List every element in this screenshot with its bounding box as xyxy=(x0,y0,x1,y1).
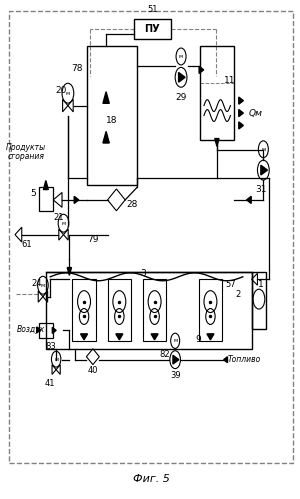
Text: ПУ: ПУ xyxy=(144,23,160,33)
Text: Qм: Qм xyxy=(249,109,262,118)
Text: 78: 78 xyxy=(71,64,82,73)
Polygon shape xyxy=(80,334,88,340)
Text: Топливо: Топливо xyxy=(228,355,261,364)
Polygon shape xyxy=(173,355,179,364)
Bar xyxy=(143,279,166,341)
Text: 40: 40 xyxy=(88,366,98,375)
Polygon shape xyxy=(103,131,109,143)
Text: Фиг. 5: Фиг. 5 xyxy=(133,474,170,484)
Text: 83: 83 xyxy=(45,342,56,351)
Text: 51: 51 xyxy=(147,5,158,14)
Polygon shape xyxy=(52,327,56,333)
Text: Воздух: Воздух xyxy=(16,325,45,334)
Bar xyxy=(108,279,131,341)
Text: 29: 29 xyxy=(176,93,187,102)
Polygon shape xyxy=(239,122,243,129)
Bar xyxy=(72,279,96,341)
Bar xyxy=(39,323,53,338)
Polygon shape xyxy=(261,165,268,175)
Polygon shape xyxy=(224,357,227,363)
Text: 11: 11 xyxy=(224,76,235,85)
Text: м: м xyxy=(54,357,58,362)
Polygon shape xyxy=(247,196,251,204)
Polygon shape xyxy=(37,327,41,333)
Text: Продукты: Продукты xyxy=(6,143,46,152)
Text: 41: 41 xyxy=(45,379,56,388)
Text: 5: 5 xyxy=(31,190,36,199)
Text: 9: 9 xyxy=(196,335,202,344)
Text: 20: 20 xyxy=(55,86,66,95)
Text: м: м xyxy=(66,91,70,96)
Text: м: м xyxy=(173,338,177,343)
Bar xyxy=(252,272,266,329)
Polygon shape xyxy=(215,139,219,146)
Polygon shape xyxy=(74,196,79,204)
Bar xyxy=(134,19,171,38)
Text: м: м xyxy=(41,283,45,288)
Text: 18: 18 xyxy=(106,116,118,125)
Text: м: м xyxy=(61,221,66,226)
Bar xyxy=(87,46,137,185)
Text: 61: 61 xyxy=(21,240,32,249)
Polygon shape xyxy=(207,334,214,340)
Polygon shape xyxy=(178,72,185,82)
Polygon shape xyxy=(116,334,123,340)
Text: 79: 79 xyxy=(87,235,99,244)
Text: 1: 1 xyxy=(257,280,263,289)
Text: 3: 3 xyxy=(140,269,146,278)
Text: 57: 57 xyxy=(226,280,236,289)
Text: 24: 24 xyxy=(31,279,42,288)
Bar xyxy=(38,188,53,211)
Bar xyxy=(46,272,252,349)
Text: 2: 2 xyxy=(236,289,241,299)
Text: 82: 82 xyxy=(160,350,170,359)
Polygon shape xyxy=(103,92,109,103)
Polygon shape xyxy=(239,97,243,104)
Polygon shape xyxy=(199,66,204,73)
Text: 31: 31 xyxy=(256,185,267,194)
Polygon shape xyxy=(67,267,71,275)
Text: м: м xyxy=(261,147,266,152)
Bar xyxy=(200,46,234,140)
Text: 39: 39 xyxy=(170,371,181,380)
Text: м: м xyxy=(179,54,183,59)
Polygon shape xyxy=(239,109,243,117)
Polygon shape xyxy=(151,334,158,340)
Text: 28: 28 xyxy=(127,200,138,210)
Polygon shape xyxy=(44,181,48,190)
Text: 21: 21 xyxy=(54,213,64,222)
Text: сгорания: сгорания xyxy=(8,152,44,161)
Bar xyxy=(199,279,222,341)
